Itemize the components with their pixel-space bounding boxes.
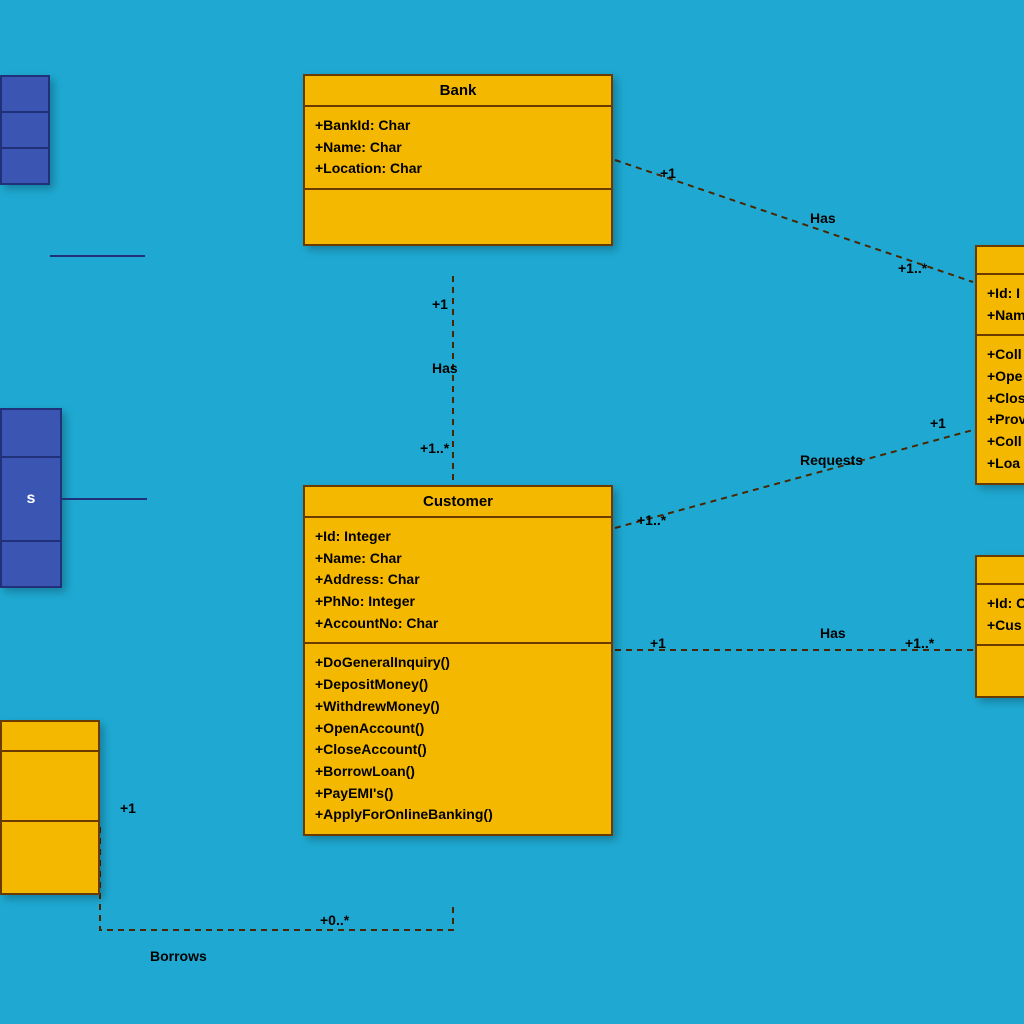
blue1-connector <box>50 255 145 257</box>
customer-method: +DepositMoney() <box>315 674 601 696</box>
teller-method: +Ope <box>987 366 1024 388</box>
teller-method: +Prov <box>987 409 1024 431</box>
bank-attr: +BankId: Char <box>315 115 601 137</box>
bank-attr: +Location: Char <box>315 158 601 180</box>
teller-attr: +Id: I <box>987 283 1024 305</box>
teller-class-partial: +Id: I +Nam +Coll +Ope +Clos +Prov +Coll… <box>975 245 1024 485</box>
customer-method: +PayEMI's() <box>315 783 601 805</box>
blue-box-2: s <box>0 408 62 588</box>
customer-attr: +PhNo: Integer <box>315 591 601 613</box>
customer-method: +ApplyForOnlineBanking() <box>315 804 601 826</box>
customer-class: Customer +Id: Integer +Name: Char +Addre… <box>303 485 613 836</box>
teller-method: +Clos <box>987 388 1024 410</box>
bank-methods <box>305 190 611 244</box>
customer-method: +BorrowLoan() <box>315 761 601 783</box>
customer-method: +WithdrewMoney() <box>315 696 601 718</box>
mult-bc-2: +1..* <box>420 440 449 456</box>
mult-ct-2: +1 <box>930 415 946 431</box>
teller-attrs: +Id: I +Nam <box>977 275 1024 336</box>
mult-cl-1: +0..* <box>320 912 349 928</box>
account-class-partial: +Id: C +Cus <box>975 555 1024 698</box>
edge-customer-teller <box>615 430 973 528</box>
blue-box-2-text: s <box>19 482 44 516</box>
label-requests: Requests <box>800 452 863 468</box>
customer-methods: +DoGeneralInquiry() +DepositMoney() +Wit… <box>305 644 611 834</box>
loan-box-partial <box>0 720 100 895</box>
edge-customer-loan <box>100 823 453 930</box>
customer-attr: +Address: Char <box>315 569 601 591</box>
teller-method: +Loa <box>987 453 1024 475</box>
account-attrs: +Id: C +Cus <box>977 585 1024 646</box>
account-attr: +Id: C <box>987 593 1024 615</box>
mult-bt-1: +1 <box>660 165 676 181</box>
bank-attrs: +BankId: Char +Name: Char +Location: Cha… <box>305 107 611 190</box>
customer-title: Customer <box>305 487 611 518</box>
account-attr: +Cus <box>987 615 1024 637</box>
blue2-connector <box>62 498 147 500</box>
mult-bt-2: +1..* <box>898 260 927 276</box>
mult-ca-2: +1..* <box>905 635 934 651</box>
bank-attr: +Name: Char <box>315 137 601 159</box>
label-has-bt: Has <box>810 210 836 226</box>
customer-attr: +AccountNo: Char <box>315 613 601 635</box>
customer-attr: +Name: Char <box>315 548 601 570</box>
mult-bc-1: +1 <box>432 296 448 312</box>
customer-method: +OpenAccount() <box>315 718 601 740</box>
teller-method: +Coll <box>987 431 1024 453</box>
mult-ca-1: +1 <box>650 635 666 651</box>
label-has-ca: Has <box>820 625 846 641</box>
blue-box-1 <box>0 75 50 185</box>
mult-ct-1: +1..* <box>637 512 666 528</box>
bank-class: Bank +BankId: Char +Name: Char +Location… <box>303 74 613 246</box>
bank-title: Bank <box>305 76 611 107</box>
label-has-bc: Has <box>432 360 458 376</box>
teller-method: +Coll <box>987 344 1024 366</box>
label-borrows: Borrows <box>150 948 207 964</box>
customer-method: +DoGeneralInquiry() <box>315 652 601 674</box>
customer-attrs: +Id: Integer +Name: Char +Address: Char … <box>305 518 611 644</box>
customer-attr: +Id: Integer <box>315 526 601 548</box>
teller-methods: +Coll +Ope +Clos +Prov +Coll +Loa <box>977 336 1024 482</box>
teller-attr: +Nam <box>987 305 1024 327</box>
mult-cl-2: +1 <box>120 800 136 816</box>
customer-method: +CloseAccount() <box>315 739 601 761</box>
